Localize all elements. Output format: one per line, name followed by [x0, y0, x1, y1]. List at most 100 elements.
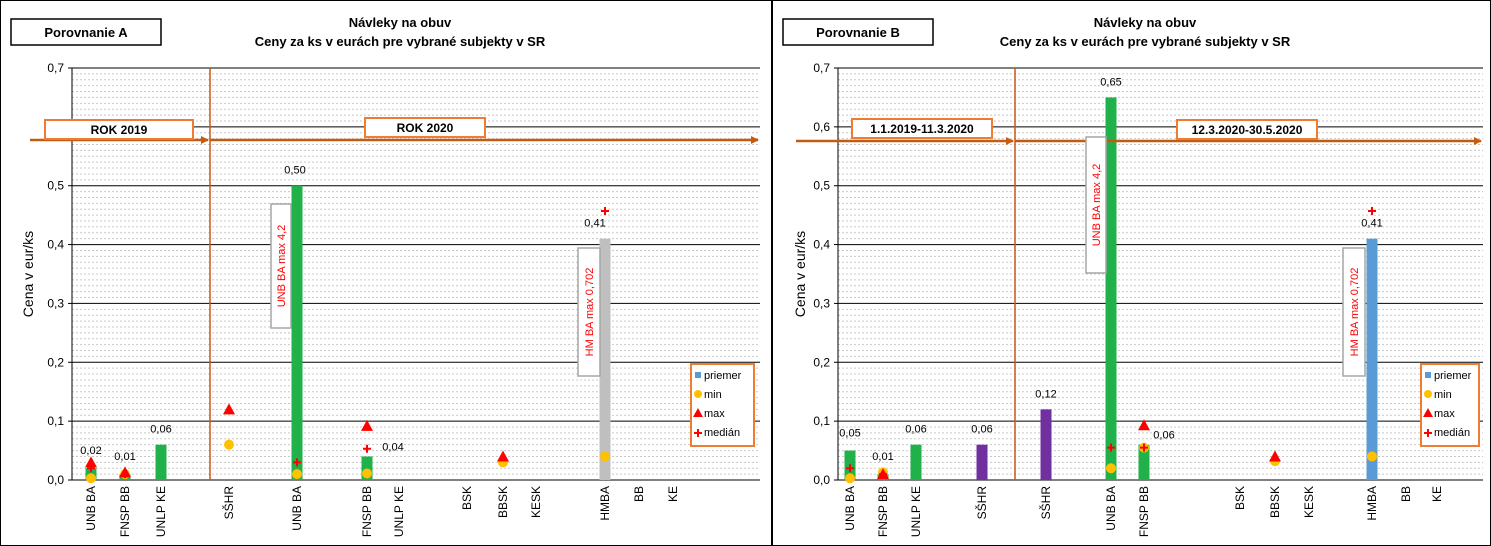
- bar-unb-ba: [291, 185, 303, 480]
- panel-label: Porovnanie A: [44, 25, 128, 40]
- chart-subtitle: Ceny za ks v eurách pre vybrané subjekty…: [1000, 34, 1291, 49]
- legend-swatch-min: [1424, 390, 1432, 398]
- period-label: ROK 2020: [397, 121, 454, 135]
- legend-swatch-min: [694, 390, 702, 398]
- legend-label: max: [1434, 408, 1455, 420]
- x-tick-label: KESK: [1302, 486, 1316, 518]
- bar-sšhr: [1040, 409, 1052, 480]
- data-label: 0,01: [872, 451, 893, 463]
- annotation-box: [577, 247, 601, 377]
- data-label: 0,50: [284, 165, 305, 177]
- y-tick-label: 0,4: [813, 238, 830, 252]
- max-marker: [497, 450, 509, 462]
- legend-swatch-median: [1424, 429, 1432, 437]
- panel-frame: [772, 0, 1491, 546]
- legend-label: min: [704, 389, 722, 401]
- legend-swatch-priemer: [1425, 372, 1431, 378]
- legend-label: medián: [704, 427, 740, 439]
- median-marker: [363, 444, 371, 453]
- x-tick-label: UNLP KE: [909, 486, 923, 537]
- x-tick-label: BB: [1399, 486, 1413, 502]
- y-tick-label: 0,1: [47, 414, 64, 428]
- x-tick-label: FNSP BB: [360, 486, 374, 537]
- chart-panel-a: Porovnanie A Návleky na obuv Ceny za ks v …: [0, 0, 772, 546]
- annotation-box: [1085, 136, 1107, 274]
- x-tick-label: BBSK: [496, 486, 510, 518]
- data-label: 0,05: [839, 428, 860, 440]
- y-tick-label: 0,2: [47, 355, 64, 369]
- x-tick-label: HMBA: [598, 486, 612, 521]
- annotation-text: HM BA max 0,702: [584, 268, 596, 357]
- annotation-text: UNB BA max 4,2: [1091, 164, 1103, 247]
- data-label: 0,04: [382, 441, 403, 453]
- y-tick-label: 0,3: [813, 296, 830, 310]
- legend-label: min: [1434, 389, 1452, 401]
- data-label: 0,65: [1100, 76, 1121, 88]
- legend-swatch-max: [1423, 408, 1433, 417]
- chart-panel-b: Porovnanie B Návleky na obuv Ceny za ks v …: [772, 0, 1491, 546]
- data-label: 0,06: [905, 424, 926, 436]
- median-marker: [293, 458, 301, 467]
- x-tick-label: UNB BA: [84, 486, 98, 531]
- x-tick-label: BBSK: [1268, 486, 1282, 518]
- period-label: ROK 2019: [91, 123, 148, 137]
- period-box: [44, 119, 194, 140]
- annotation-box: [270, 203, 292, 329]
- panel-frame: [0, 0, 772, 546]
- min-marker: [86, 473, 96, 484]
- x-tick-label: SŠHR: [974, 486, 989, 520]
- y-tick-label: 0,7: [813, 61, 830, 75]
- annotation-text: UNB BA max 4,2: [276, 225, 288, 308]
- x-tick-label: BSK: [1233, 486, 1247, 510]
- median-marker: [1368, 207, 1376, 216]
- min-marker: [845, 473, 855, 484]
- period-box: [1176, 119, 1318, 140]
- bar-hmba: [599, 238, 611, 480]
- legend-label: priemer: [704, 370, 742, 382]
- panel-label-box: [10, 18, 162, 46]
- x-tick-label: FNSP BB: [876, 486, 890, 537]
- max-marker: [361, 419, 373, 431]
- data-label: 0,06: [150, 424, 171, 436]
- min-marker: [292, 469, 302, 480]
- median-marker: [1107, 443, 1115, 452]
- median-marker: [1140, 443, 1148, 452]
- median-marker: [879, 470, 887, 479]
- min-marker: [1367, 451, 1377, 462]
- median-marker: [87, 464, 95, 473]
- y-tick-label: 0,5: [813, 179, 830, 193]
- bar-unlp-ke: [155, 444, 167, 480]
- max-marker: [1138, 419, 1150, 431]
- median-marker: [846, 464, 854, 473]
- bar-unb-ba: [1105, 97, 1117, 480]
- x-tick-label: UNB BA: [290, 486, 304, 531]
- period-box: [364, 117, 486, 138]
- annotation-text: HM BA max 0,702: [1349, 268, 1361, 357]
- legend-label: priemer: [1434, 370, 1472, 382]
- x-tick-label: UNB BA: [1104, 486, 1118, 531]
- legend-label: max: [704, 408, 725, 420]
- min-marker: [224, 439, 234, 450]
- y-tick-label: 0,4: [47, 238, 64, 252]
- x-tick-label: HMBA: [1365, 486, 1379, 521]
- median-marker: [601, 207, 609, 216]
- legend-swatch-max: [693, 408, 703, 417]
- x-tick-label: BB: [632, 486, 646, 502]
- bar-hmba: [1366, 238, 1378, 480]
- x-tick-label: UNLP KE: [154, 486, 168, 537]
- chart-title: Návleky na obuv: [349, 15, 452, 30]
- bar-unlp-ke: [910, 444, 922, 480]
- legend-label: medián: [1434, 427, 1470, 439]
- data-label: 0,06: [1153, 430, 1174, 442]
- y-axis-label: Cena v eur/ks: [20, 231, 36, 317]
- y-tick-label: 0,5: [47, 179, 64, 193]
- min-marker: [362, 468, 372, 479]
- y-tick-label: 0,2: [813, 355, 830, 369]
- panel-label-box: [782, 18, 934, 46]
- bar-fnsp-bb: [361, 456, 373, 480]
- chart-title: Návleky na obuv: [1094, 15, 1197, 30]
- bar-sšhr: [976, 444, 988, 480]
- y-tick-label: 0,7: [47, 61, 64, 75]
- data-label: 0,12: [1035, 388, 1056, 400]
- y-tick-label: 0,6: [813, 120, 830, 134]
